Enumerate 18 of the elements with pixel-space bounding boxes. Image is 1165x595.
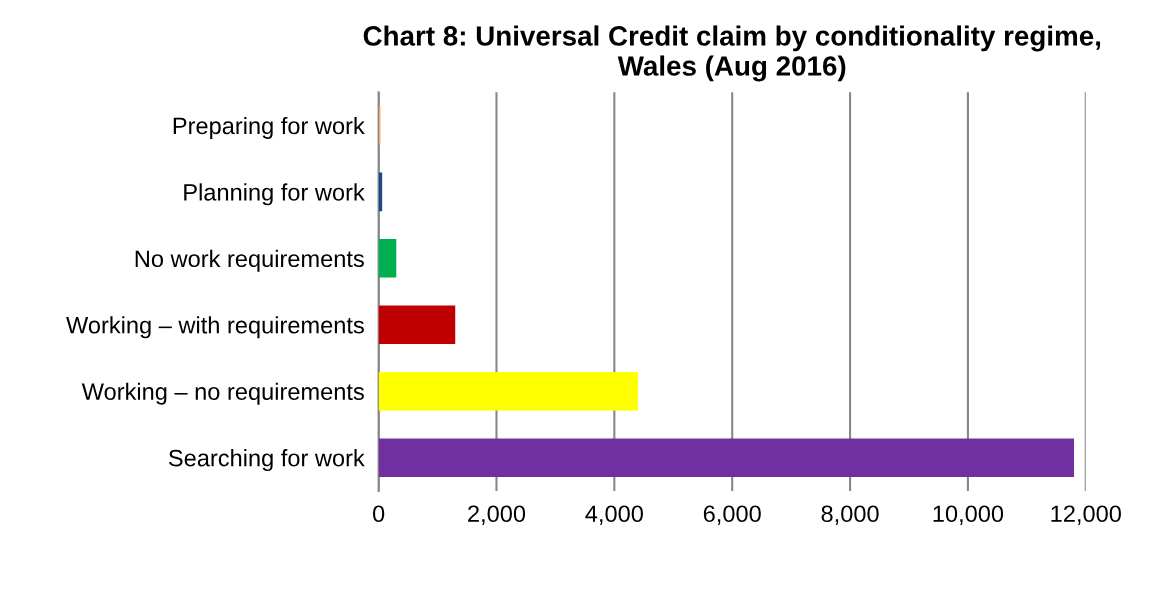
y-tick-label: Working – with requirements (66, 316, 364, 339)
bar (378, 438, 1074, 477)
x-tick-label: 2,000 (468, 505, 526, 525)
x-tick-label: 12,000 (1051, 505, 1121, 525)
x-tick-label: 0 (372, 505, 385, 523)
x-tick-label: 4,000 (585, 505, 643, 525)
x-tick-label: 6,000 (703, 505, 761, 525)
chart-title: Chart 8: Universal Credit claim by conditionality regime, Wales (Aug 2016) (363, 25, 1101, 82)
bar (378, 305, 456, 345)
y-tick-label: Searching for work (168, 449, 365, 472)
x-tick-label: 8,000 (821, 505, 879, 525)
bar (378, 371, 638, 411)
bar (378, 239, 397, 278)
x-tick-label: 10,000 (933, 505, 1004, 525)
y-tick-label: No work requirements (135, 249, 364, 272)
y-tick-label: Planning for work (184, 183, 365, 206)
y-tick-label: Preparing for work (173, 116, 365, 139)
y-tick-label: Working – no requirements (81, 382, 364, 405)
